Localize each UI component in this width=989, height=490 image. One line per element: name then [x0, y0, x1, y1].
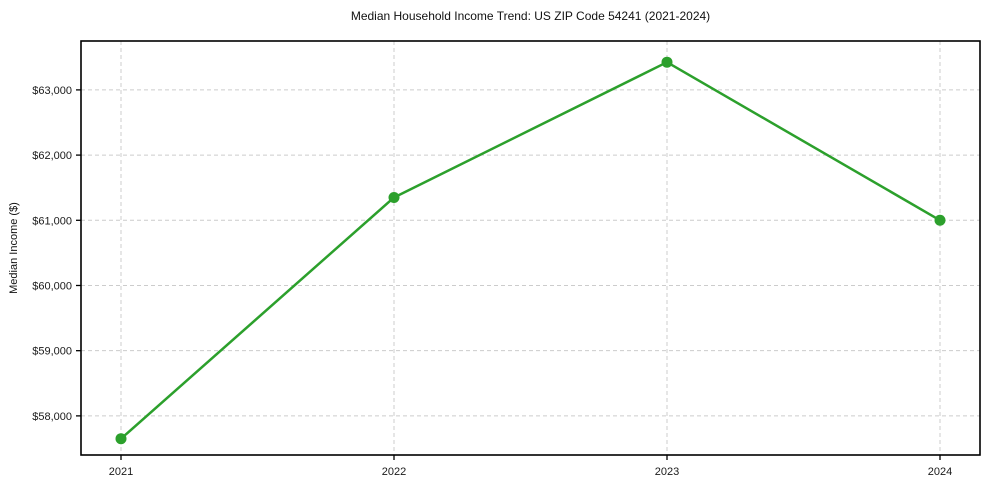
data-point-marker [388, 191, 400, 203]
data-point-marker [115, 433, 127, 445]
y-tick-label: $63,000 [32, 85, 72, 97]
x-tick-label: 2022 [382, 466, 406, 478]
x-tick-label: 2024 [928, 466, 952, 478]
trend-line [119, 60, 942, 440]
y-tick-label: $59,000 [32, 346, 72, 358]
data-point-marker [661, 56, 673, 68]
y-tick-label: $58,000 [32, 411, 72, 423]
chart-title: Median Household Income Trend: US ZIP Co… [350, 9, 711, 23]
x-tick-label: 2023 [655, 466, 679, 478]
plot-border [80, 40, 981, 456]
y-tick-label: $61,000 [32, 215, 72, 227]
y-axis-label: Median Income ($) [8, 202, 20, 294]
y-tick-label: $62,000 [32, 150, 72, 162]
x-tick-label: 2021 [109, 466, 133, 478]
y-tick-label: $60,000 [32, 280, 72, 292]
data-point-marker [934, 214, 946, 226]
